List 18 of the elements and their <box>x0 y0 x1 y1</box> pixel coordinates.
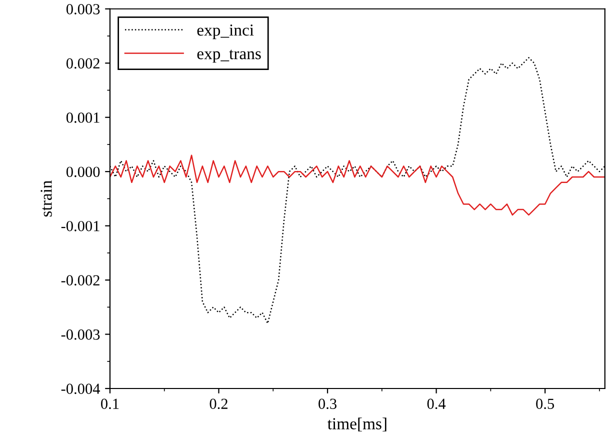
x-tick-label: 0.5 <box>536 398 554 410</box>
y-tick-label: -0.001 <box>61 220 100 232</box>
x-tick-label: 0.2 <box>210 398 228 410</box>
y-tick-label: -0.002 <box>61 275 100 286</box>
x-tick-label: 0.1 <box>101 398 119 410</box>
y-tick-label: -0.003 <box>61 329 100 340</box>
y-tick-label: 0.000 <box>66 166 100 178</box>
x-tick-label: 0.4 <box>427 398 446 410</box>
y-tick-label: 0.003 <box>66 4 100 14</box>
y-tick-label: 0.002 <box>66 58 100 69</box>
x-axis-title: time[ms] <box>328 418 386 432</box>
x-tick-label: 0.3 <box>318 398 336 410</box>
legend-label: exp_inci <box>197 24 254 40</box>
legend-label: exp_trans <box>197 50 261 63</box>
y-tick-label: 0.001 <box>66 112 100 123</box>
y-tick-label: -0.004 <box>61 384 100 394</box>
y-axis-title: strain <box>40 180 52 217</box>
line-series <box>110 154 605 216</box>
